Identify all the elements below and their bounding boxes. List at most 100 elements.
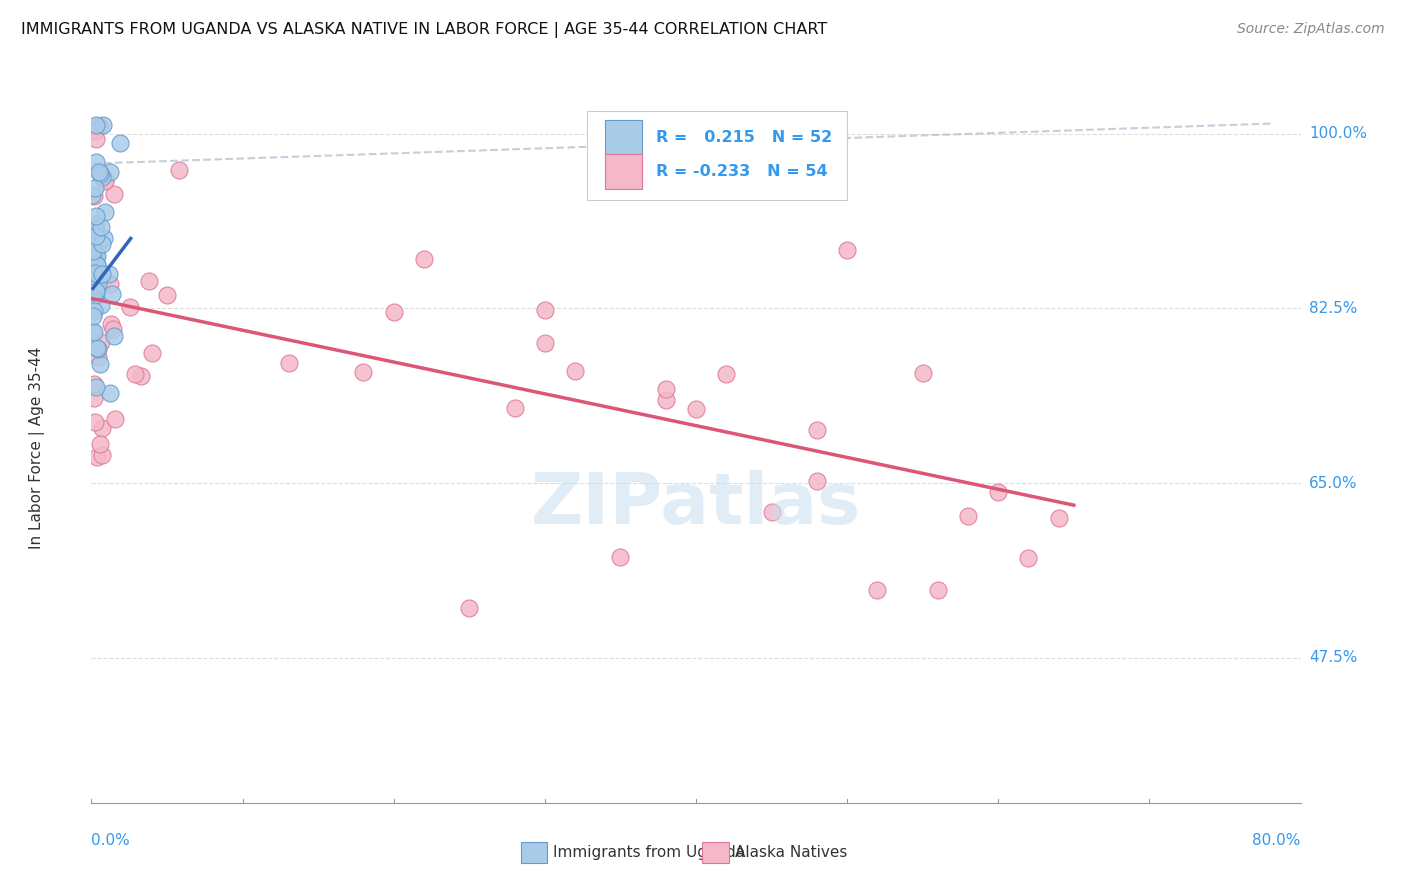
Point [98,267,121,281]
Point [84,119,107,133]
Text: ZIPatlas: ZIPatlas [531,470,860,540]
Point [83,124,105,138]
Point [86,249,108,263]
Point [911,366,934,380]
Point [84,229,107,244]
Point [458,601,481,615]
Point [84,415,107,429]
Point [91,236,114,251]
Point [98,165,121,179]
Point [87,342,110,356]
Point [82,241,104,255]
Point [90,170,112,185]
Point [90,298,112,312]
Text: In Labor Force | Age 35-44: In Labor Force | Age 35-44 [30,347,45,549]
Point [91,421,114,435]
Point [835,243,858,257]
Text: 80.0%: 80.0% [1253,833,1301,848]
FancyBboxPatch shape [702,842,728,863]
Point [1018,550,1040,565]
Point [82,324,104,338]
Text: IMMIGRANTS FROM UGANDA VS ALASKA NATIVE IN LABOR FORCE | AGE 35-44 CORRELATION C: IMMIGRANTS FROM UGANDA VS ALASKA NATIVE … [21,22,827,38]
Point [84,380,107,394]
Point [89,357,111,371]
Point [89,165,111,179]
Point [654,382,676,396]
Point [82,310,104,324]
Point [83,189,105,203]
Point [82,284,104,298]
Point [86,258,108,272]
Point [141,346,163,360]
Point [83,376,105,391]
Point [84,247,107,261]
Text: 65.0%: 65.0% [1309,475,1357,491]
Point [82,285,104,299]
Point [90,334,112,349]
Text: 0.0%: 0.0% [91,833,131,848]
Point [806,474,828,488]
Text: 82.5%: 82.5% [1309,301,1357,316]
Point [83,303,105,318]
Text: Alaska Natives: Alaska Natives [735,845,846,860]
Point [89,437,111,451]
Point [129,369,152,384]
Point [90,219,112,234]
Point [91,448,114,462]
Point [503,401,526,416]
Point [609,550,631,565]
Text: Source: ZipAtlas.com: Source: ZipAtlas.com [1237,22,1385,37]
FancyBboxPatch shape [520,842,547,863]
Point [103,186,125,201]
Point [82,249,104,263]
Point [84,131,107,145]
Point [94,205,117,219]
Point [100,286,122,301]
Point [84,154,107,169]
Point [156,288,179,302]
Point [86,450,108,465]
Point [82,188,104,202]
Point [956,508,979,523]
Point [84,209,107,223]
Point [167,163,190,178]
Point [352,365,374,379]
Point [86,241,108,255]
Point [83,221,105,235]
Point [83,181,105,195]
Text: Immigrants from Uganda: Immigrants from Uganda [554,845,745,860]
Point [91,118,114,132]
Point [83,391,105,405]
Text: R = -0.233   N = 54: R = -0.233 N = 54 [657,164,828,179]
Point [83,289,105,303]
Text: R =   0.215   N = 52: R = 0.215 N = 52 [657,130,832,145]
Text: 100.0%: 100.0% [1309,126,1367,141]
Point [761,505,783,519]
Point [82,272,104,286]
Point [83,274,105,288]
Point [87,119,110,133]
Point [86,285,108,299]
Point [93,231,115,245]
Point [83,326,105,340]
Text: 47.5%: 47.5% [1309,650,1357,665]
Point [98,385,121,400]
Point [685,402,707,417]
Point [84,278,107,293]
FancyBboxPatch shape [605,154,641,189]
Point [101,322,124,336]
Point [124,367,146,381]
Point [84,277,107,292]
Point [90,166,112,180]
FancyBboxPatch shape [605,120,641,155]
Point [413,252,436,266]
Point [564,364,586,378]
Point [654,393,676,408]
Point [89,167,111,181]
Point [138,274,160,288]
Point [104,412,127,426]
Point [84,266,107,280]
Point [533,302,555,317]
FancyBboxPatch shape [588,112,846,200]
Point [87,350,110,364]
